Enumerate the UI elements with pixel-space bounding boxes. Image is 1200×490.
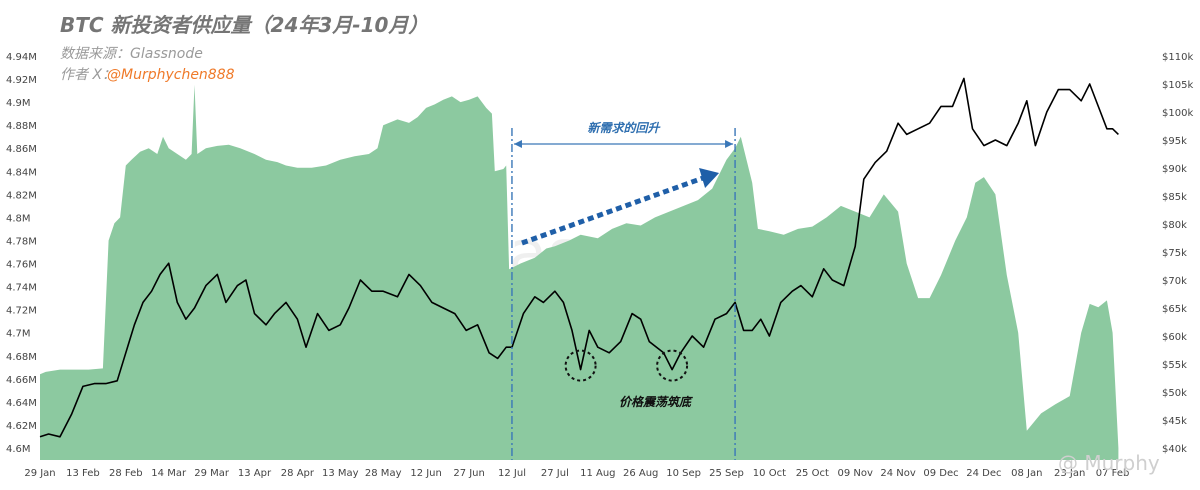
x-tick: 27 Jun — [453, 468, 485, 479]
left-axis-ticks: 4.94M 4.92M 4.9M 4.88M 4.86M 4.84M 4.82M 4.8M 4.… — [6, 52, 37, 455]
y-right-tick: $75k — [1162, 248, 1187, 259]
y-right-tick: $45k — [1162, 416, 1187, 427]
y-right-tick: $65k — [1162, 304, 1187, 315]
supply-area — [40, 84, 1119, 461]
btc-price-line — [39, 77, 1119, 438]
y-right-tick: $80k — [1162, 220, 1187, 231]
y-right-tick: $85k — [1162, 192, 1187, 203]
y-left-tick: 4.64M — [6, 398, 37, 409]
span-arrow-left — [513, 140, 522, 148]
y-left-tick: 4.6M — [6, 444, 31, 455]
y-left-tick: 4.8M — [6, 213, 31, 224]
y-left-tick: 4.82M — [6, 190, 37, 201]
supply-area-layer — [40, 84, 1119, 461]
price-bottom-circle — [564, 349, 597, 382]
y-right-tick: $70k — [1162, 276, 1187, 287]
y-right-tick: $90k — [1162, 164, 1187, 175]
y-left-tick: 4.7M — [6, 329, 31, 340]
x-tick: 25 Oct — [796, 468, 829, 479]
x-tick: 29 Jan — [24, 468, 55, 479]
y-right-tick: $95k — [1162, 136, 1187, 147]
x-tick: 11 Aug — [580, 468, 615, 479]
x-tick: 28 Feb — [109, 468, 143, 479]
y-right-tick: $100k — [1162, 108, 1193, 119]
demand-label: 新需求的回升 — [587, 121, 661, 135]
x-tick: 25 Sep — [709, 468, 744, 479]
x-tick: 10 Oct — [753, 468, 786, 479]
x-tick: 28 Apr — [281, 468, 315, 479]
y-left-tick: 4.76M — [6, 260, 37, 271]
x-axis-ticks: 29 Jan 13 Feb 28 Feb 14 Mar 29 Mar 13 Apr 28 A… — [24, 468, 1129, 479]
y-left-tick: 4.92M — [6, 75, 37, 86]
y-right-tick: $40k — [1162, 444, 1187, 455]
author-handle: @Murphychen888 — [107, 67, 235, 83]
y-left-tick: 4.68M — [6, 352, 37, 363]
y-right-tick: $105k — [1162, 80, 1193, 91]
x-tick: 07 Feb — [1096, 468, 1130, 479]
x-tick: 23 Jan — [1054, 468, 1085, 479]
x-tick: 08 Jan — [1011, 468, 1042, 479]
y-left-tick: 4.74M — [6, 283, 37, 294]
right-axis-ticks: $110k $105k $100k $95k $90k $85k $80k $75k $70k $… — [1162, 52, 1193, 455]
x-tick: 13 May — [322, 468, 359, 479]
x-tick: 09 Nov — [837, 468, 873, 479]
x-tick: 29 Mar — [194, 468, 230, 479]
author-prefix: 作者 X： — [60, 67, 116, 83]
x-tick: 28 May — [365, 468, 402, 479]
price-bottom-circle — [656, 349, 689, 382]
x-tick: 09 Dec — [923, 468, 958, 479]
y-right-tick: $110k — [1162, 52, 1193, 63]
y-left-tick: 4.86M — [6, 144, 37, 155]
y-left-tick: 4.62M — [6, 421, 37, 432]
y-left-tick: 4.84M — [6, 167, 37, 178]
price-line-layer — [39, 77, 1119, 438]
y-left-tick: 4.72M — [6, 306, 37, 317]
y-left-tick: 4.66M — [6, 375, 37, 386]
y-left-tick: 4.9M — [6, 98, 31, 109]
bottom-label: 价格震荡筑底 — [619, 395, 693, 409]
source-label: 数据来源：Glassnode — [60, 46, 203, 62]
span-arrow-right — [725, 140, 734, 148]
chart-title: BTC 新投资者供应量（24年3月-10月） — [60, 13, 428, 37]
corner-watermark: @ Murphy — [1058, 451, 1160, 475]
x-tick: 12 Jun — [410, 468, 442, 479]
x-tick: 24 Dec — [966, 468, 1001, 479]
trend-arrowhead — [699, 168, 720, 188]
y-left-tick: 4.88M — [6, 121, 37, 132]
y-left-tick: 4.94M — [6, 52, 37, 63]
y-right-tick: $55k — [1162, 360, 1187, 371]
x-tick: 10 Sep — [666, 468, 701, 479]
x-tick: 12 Jul — [498, 468, 526, 479]
y-left-tick: 4.78M — [6, 237, 37, 248]
x-tick: 27 Jul — [541, 468, 569, 479]
trend-dotted-arrow — [521, 175, 704, 246]
x-tick: 13 Feb — [66, 468, 100, 479]
y-right-tick: $50k — [1162, 388, 1187, 399]
x-tick: 24 Nov — [880, 468, 916, 479]
y-right-tick: $60k — [1162, 332, 1187, 343]
x-tick: 14 Mar — [151, 468, 187, 479]
x-tick: 26 Aug — [623, 468, 658, 479]
x-tick: 13 Apr — [238, 468, 272, 479]
